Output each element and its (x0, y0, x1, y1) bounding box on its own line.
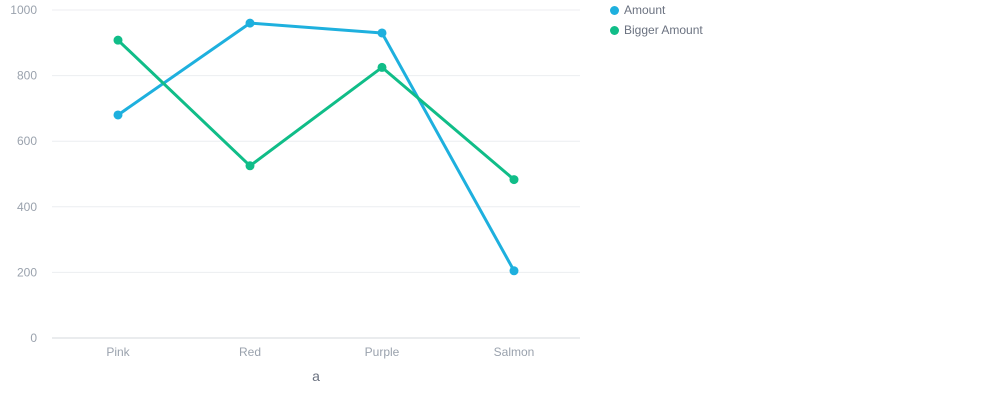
data-point (377, 28, 387, 38)
x-axis-title: a (312, 368, 320, 384)
data-point (509, 175, 519, 185)
legend: Amount Bigger Amount (610, 3, 703, 43)
y-tick-label: 200 (17, 265, 37, 279)
data-point (377, 62, 387, 72)
legend-dot-icon (610, 25, 619, 35)
data-point (113, 35, 123, 45)
series-line-0 (116, 21, 516, 273)
data-point (113, 110, 123, 120)
data-point (245, 18, 255, 28)
x-tick-label: Pink (106, 345, 130, 359)
y-tick-label: 400 (17, 200, 37, 214)
y-tick-label: 1000 (10, 3, 37, 17)
x-tick-label: Red (239, 345, 261, 359)
legend-label: Amount (624, 3, 666, 17)
legend-label: Bigger Amount (624, 23, 703, 37)
series-lines (113, 18, 519, 276)
y-tick-label: 800 (17, 69, 37, 83)
data-point (509, 266, 519, 276)
x-tick-label: Purple (365, 345, 400, 359)
legend-item[interactable]: Bigger Amount (610, 23, 703, 37)
grid-lines (52, 9, 580, 339)
legend-item[interactable]: Amount (610, 3, 703, 17)
y-tick-label: 0 (30, 331, 37, 345)
data-point (245, 161, 255, 171)
series-line-1 (116, 38, 516, 182)
y-axis-ticks: 0 200 400 600 800 1000 (10, 3, 37, 345)
y-tick-label: 600 (17, 134, 37, 148)
legend-dot-icon (610, 5, 619, 15)
x-axis-ticks: Pink Red Purple Salmon (106, 345, 534, 359)
x-tick-label: Salmon (494, 345, 535, 359)
